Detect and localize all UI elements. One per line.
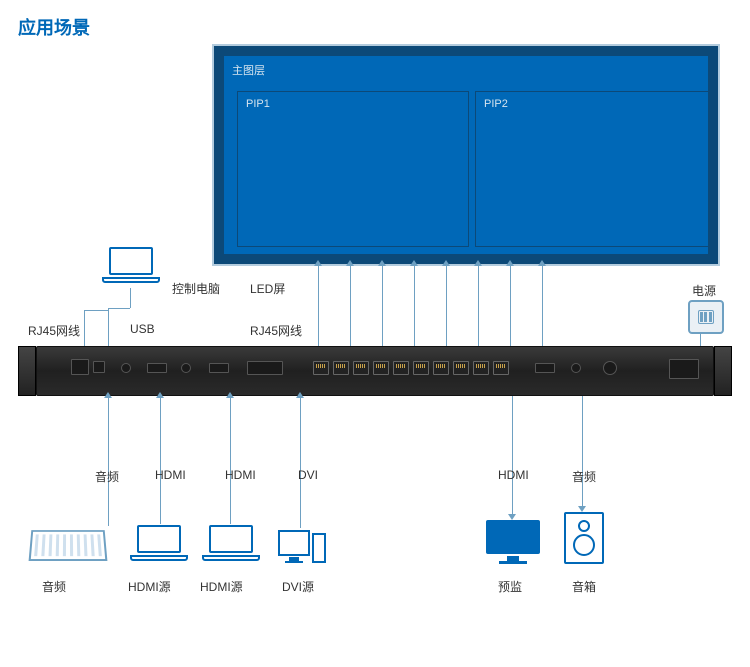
section-title: 应用场景 [18, 14, 90, 40]
rj45-port [433, 361, 449, 375]
rj45-port [473, 361, 489, 375]
rack-ear-left [18, 346, 36, 396]
power-button [603, 361, 617, 375]
audio-src-name: 音频 [42, 578, 66, 595]
arrow-dvi [296, 392, 304, 398]
arrow-audio-in [104, 392, 112, 398]
control-pc-label: 控制电脑 [172, 280, 220, 297]
line-hdmi2 [230, 396, 231, 524]
speaker-name: 音箱 [572, 578, 596, 595]
rj45-port [493, 361, 509, 375]
control-pc-icon [102, 247, 160, 287]
led-arrow [538, 260, 546, 266]
preview-monitor-icon [486, 520, 540, 564]
audio-mixer-icon [29, 530, 108, 561]
led-main-layer-label: 主图层 [232, 65, 265, 77]
rack-device [36, 346, 714, 396]
rack-ear-right [714, 346, 732, 396]
ethernet-port [71, 359, 89, 375]
hdmi2-cable-label: HDMI [225, 468, 256, 482]
led-cable [542, 265, 543, 346]
line-rj45-ctrl-v [84, 310, 85, 346]
led-arrow [506, 260, 514, 266]
hdmi-in1-port [147, 363, 167, 373]
line-usb-ctrl-v3 [108, 308, 109, 346]
line-dvi [300, 396, 301, 528]
rj45-port [393, 361, 409, 375]
hdmi-in2-port [209, 363, 229, 373]
led-cable [382, 265, 383, 346]
rj45-label-2: RJ45网线 [250, 322, 302, 339]
hdmi1-cable-label: HDMI [155, 468, 186, 482]
hdmi2-src-name: HDMI源 [200, 578, 243, 595]
line-hdmi-out [512, 396, 513, 518]
loop-port [181, 363, 191, 373]
led-cable [510, 265, 511, 346]
dvi-src-name: DVI源 [282, 578, 314, 595]
dvi-src-icon [278, 530, 332, 563]
led-arrow [442, 260, 450, 266]
led-cable [318, 265, 319, 346]
led-screen-label: LED屏 [250, 280, 285, 297]
rj45-port [313, 361, 329, 375]
audio-out-port [571, 363, 581, 373]
line-usb-ctrl-v2 [108, 308, 130, 309]
preview-name: 预监 [498, 578, 522, 595]
arrow-hdmi1 [156, 392, 164, 398]
hdmi-out-port [535, 363, 555, 373]
line-rj45-ctrl-h [84, 310, 108, 311]
led-cable [414, 265, 415, 346]
power-label: 电源 [692, 282, 716, 299]
led-arrow [474, 260, 482, 266]
rj45-port [333, 361, 349, 375]
rj45-port [413, 361, 429, 375]
hdmi1-src-name: HDMI源 [128, 578, 171, 595]
power-socket-icon [688, 300, 724, 334]
led-arrow [410, 260, 418, 266]
led-cable [446, 265, 447, 346]
arrow-hdmi2 [226, 392, 234, 398]
led-pip2-label: PIP2 [484, 98, 508, 110]
speaker-icon [564, 512, 604, 564]
usb-label: USB [130, 322, 155, 336]
audio-out-cable-label: 音频 [572, 468, 596, 485]
hdmi-out-cable-label: HDMI [498, 468, 529, 482]
dvi-cable-label: DVI [298, 468, 318, 482]
rj45-label: RJ45网线 [28, 322, 80, 339]
audio-in-port [121, 363, 131, 373]
hdmi-src1-icon [130, 525, 188, 565]
led-arrow [346, 260, 354, 266]
dvi-in-port [247, 361, 283, 375]
rj45-port [373, 361, 389, 375]
audio-in-cable-label: 音频 [95, 468, 119, 485]
led-pip1-label: PIP1 [246, 98, 270, 110]
led-cable [350, 265, 351, 346]
led-pip2: PIP2 [476, 92, 708, 246]
power-line [700, 334, 701, 346]
led-pip1: PIP1 [238, 92, 468, 246]
led-arrow [378, 260, 386, 266]
iec-inlet [669, 359, 699, 379]
led-arrow [314, 260, 322, 266]
line-audio-out [582, 396, 583, 510]
usb-port [93, 361, 105, 373]
line-audio-in [108, 396, 109, 526]
line-usb-ctrl-v1 [130, 288, 131, 308]
rj45-port [353, 361, 369, 375]
led-cable [478, 265, 479, 346]
hdmi-src2-icon [202, 525, 260, 565]
rj45-port [453, 361, 469, 375]
line-hdmi1 [160, 396, 161, 524]
